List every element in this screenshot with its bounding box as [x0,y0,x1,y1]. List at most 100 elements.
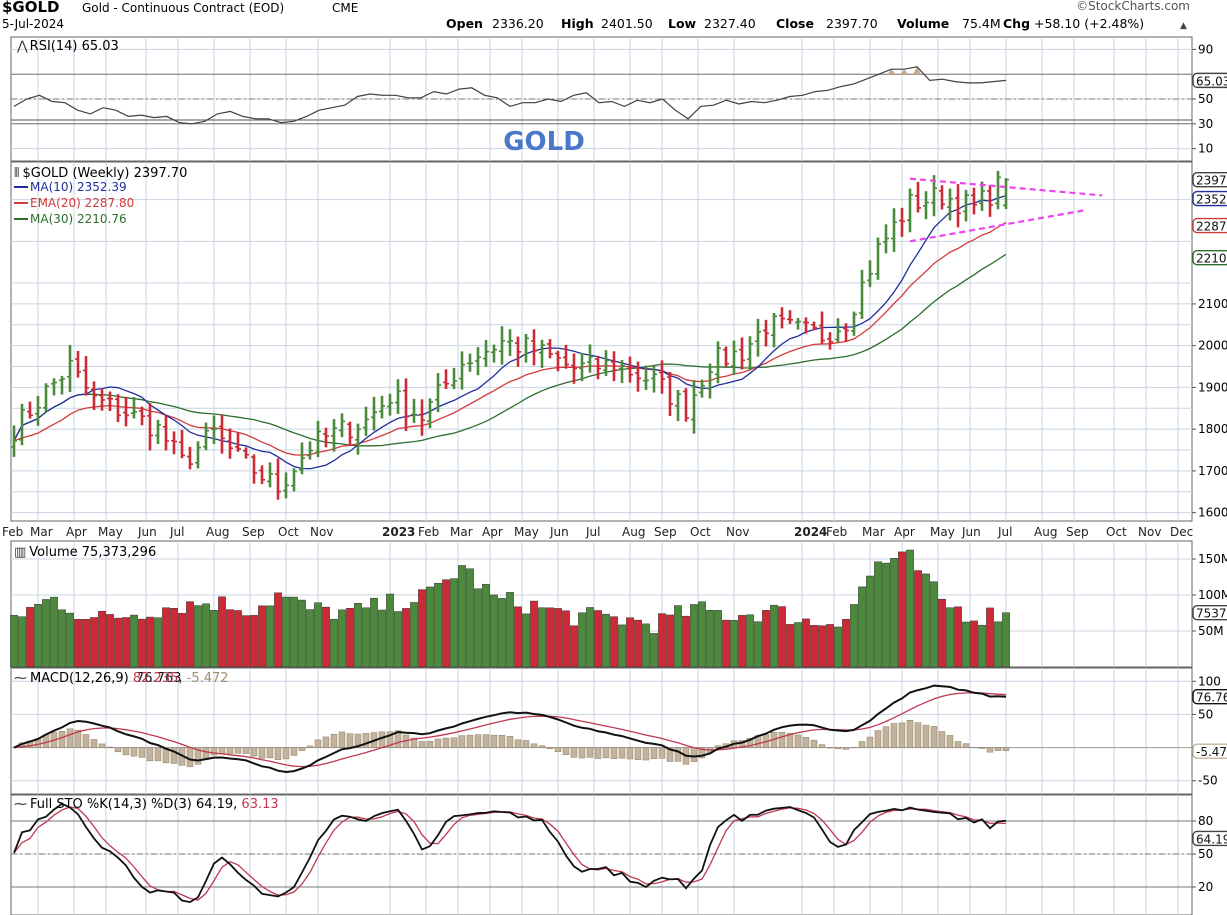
sto-tick: 20 [1198,880,1213,894]
sto-tick: 50 [1198,847,1213,861]
macd-hist-bar [442,737,450,748]
ohlc-bar [699,379,705,398]
macd-hist-bar [666,747,674,762]
ohlc-bar [659,360,665,394]
macd-hist-bar [842,747,850,750]
ohlc-bar [171,431,177,455]
ohlc-bar [139,406,145,426]
volume-bar [274,592,282,668]
ohlc-bar [11,425,17,457]
volume-bar [114,617,122,668]
macd-hist-bar [994,747,1002,751]
ohlc-bar [163,415,169,451]
macd-hist-bar [962,743,970,748]
ohlc-bar [203,422,209,451]
macd-tick: 100 [1198,674,1221,688]
ohlc-bar [59,375,65,395]
ohlc-bar [627,356,633,383]
macd-panel: 100 50 -50 76.76 -5.47 [10,667,1227,795]
macd-hist-bar [66,728,74,748]
macd-hist-bar [1002,747,1010,751]
macd-hist-bar [546,747,554,750]
x-label: Aug [206,525,229,539]
ohlc-bar [747,336,753,370]
volume-bar [314,602,322,668]
macd-hist-bar [530,743,538,748]
price-badge: 2397 [1196,174,1227,188]
volume-bar [506,592,514,668]
up-arrow-icon: ▲ [1180,21,1187,31]
ohlc-summary: Open 2336.20 High 2401.50 Low 2327.40 Cl… [446,16,1187,31]
sto-icon: ⁓ [14,797,27,812]
macd-hist-bar [634,747,642,760]
volume-bar [866,575,874,668]
volume-label: Volume [897,16,949,31]
ohlc-bar [403,378,409,431]
volume-bar [930,581,938,668]
volume-bar [458,565,466,668]
x-label: Oct [690,525,711,539]
ohlc-bar [979,181,985,211]
price-title: ⫴ $GOLD (Weekly) 2397.70 [14,166,187,181]
ohlc-bar [419,399,425,436]
macd-hist-bar [906,720,914,748]
ohlc-bar [915,181,921,213]
macd-hist-bar [882,726,890,748]
ohlc-bar [843,323,849,342]
volume-bar [138,618,146,668]
volume-bar [298,599,306,668]
x-label: Nov [726,525,749,539]
macd-hist-bar [330,733,338,748]
macd-hist-bar [306,745,314,748]
volume-bar [682,615,690,668]
x-label: Jun [961,525,981,539]
ohlc-bar [131,397,137,419]
macd-hist-bar [650,747,658,760]
macd-hist-bar [314,739,322,748]
volume-bar [42,599,50,668]
volume-bar [770,604,778,668]
volume-value: 75.4M [962,16,1001,31]
volume-bar [962,621,970,668]
macd-hist-bar [242,747,250,754]
volume-bar [1002,612,1010,668]
ohlc-bar [467,353,473,372]
macd-hist-bar [98,743,106,748]
macd-icon: ⁓ [14,671,27,686]
volume-bar [226,609,234,668]
volume-bar [650,633,658,668]
volume-bar [978,624,986,668]
volume-bar [794,622,802,668]
macd-hist-bar [946,735,954,748]
macd-hist-bar [258,747,266,759]
volume-bar [426,586,434,668]
price-tick: 1600 [1198,506,1227,520]
volume-bar [250,615,258,668]
ohlc-bar [651,366,657,393]
macd-hist-bar [586,747,594,758]
ohlc-bar [379,395,385,419]
macd-hist-bar [250,747,258,757]
volume-bar [122,617,130,668]
ohlc-bar [331,419,337,452]
macd-hist-bar [322,736,330,748]
volume-bar [578,612,586,668]
x-label: Apr [482,525,503,539]
volume-bar [234,610,242,668]
macd-badge-box [1192,688,1227,705]
rsi-line [13,66,1007,125]
volume-bar [546,607,554,668]
x-label: 2023 [382,525,415,539]
high-value: 2401.50 [601,16,653,31]
x-label: May [514,525,539,539]
price-tick: 2100 [1198,297,1227,311]
macd-hist-bar [538,745,546,748]
volume-bar [402,608,410,668]
sto-tick: 80 [1198,814,1213,828]
ohlc-bar [123,396,129,427]
ohlc-bar [603,350,609,377]
macd-hist-bar [482,734,490,748]
ohlc-bar [755,318,761,357]
macd-hist-bar [874,730,882,748]
